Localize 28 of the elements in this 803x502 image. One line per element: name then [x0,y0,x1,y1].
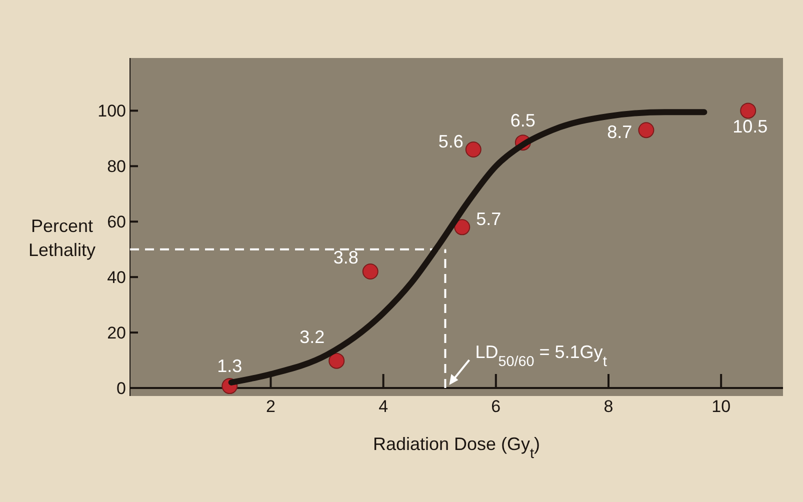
y-tick-label: 40 [107,268,126,288]
annotation: 3.2 [300,326,325,347]
x-tick-label: 6 [491,397,501,416]
y-tick-label: 60 [107,212,126,232]
annotation: LD$_{50/60}$ = 5.1Gy$_{t}$ [475,342,607,370]
point [465,142,482,158]
annotation: 8.7 [607,122,632,142]
point [454,219,470,236]
point [328,352,345,369]
annotation: 3.8 [333,248,358,268]
x-tick-label: 4 [378,397,388,416]
annotation: 1.3 [217,356,242,376]
y-tick-label: 80 [107,157,126,176]
x-tick-label: 10 [712,397,731,416]
y-tick-label: 0 [116,379,126,398]
annotation: 6.5 [510,110,536,131]
annotation: 5.6 [438,132,464,152]
y-tick-label: 20 [107,324,126,343]
point [740,102,756,119]
point [638,122,654,138]
point [362,264,378,280]
annotation: 5.7 [476,209,502,230]
x-tick-label: 8 [604,397,614,416]
x-tick-label: 2 [266,397,276,416]
x-axis-title: Radiation Dose (Gy$_{t}$) [372,434,540,462]
annotation: 10.5 [732,116,768,137]
y-tick-label: 100 [98,102,126,121]
y-axis-title: Percent Lethality [28,216,96,260]
